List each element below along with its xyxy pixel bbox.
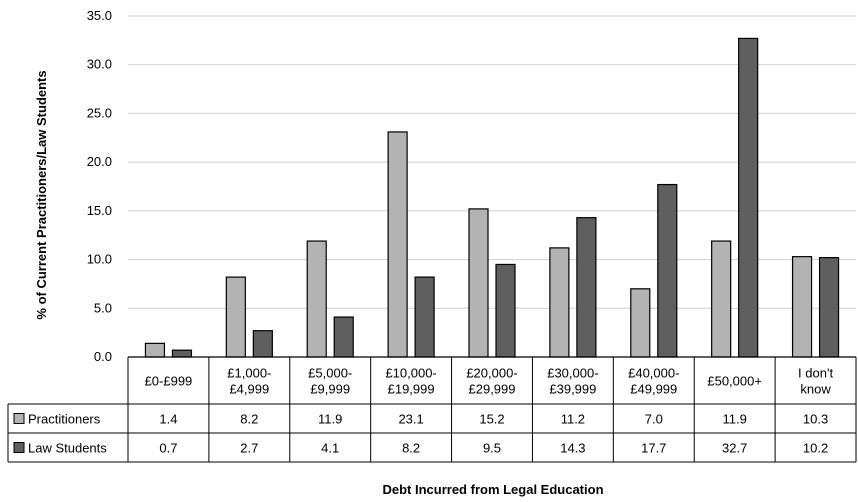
data-table-value: 8.2 — [402, 441, 420, 456]
legend-label: Law Students — [28, 441, 107, 456]
y-tick-label: 35.0 — [87, 8, 112, 23]
legend-keys — [13, 413, 25, 453]
bar-law-students — [171, 349, 193, 358]
y-axis-ticks: 0.0 5.0 10.0 15.0 20.0 25.0 30.0 35.0 — [87, 8, 112, 364]
x-category-label: £30,000- — [547, 366, 598, 381]
data-table-value: 11.9 — [318, 412, 342, 427]
x-category-label: £5,000- — [308, 366, 352, 381]
bar-practitioners — [225, 276, 246, 358]
bar-practitioners — [306, 240, 327, 358]
data-table-value: 1.4 — [159, 412, 177, 427]
data-table-value: 15.2 — [479, 412, 504, 427]
bar-practitioners — [711, 240, 732, 358]
x-category-label: £50,000+ — [707, 374, 762, 389]
bar-practitioners — [630, 288, 651, 358]
data-table-value: 8.2 — [240, 412, 258, 427]
legend-label: Practitioners — [28, 412, 101, 427]
data-table-value: 11.9 — [722, 412, 746, 427]
bars — [144, 37, 840, 358]
bar-law-students — [818, 257, 840, 358]
data-table-value: 9.5 — [483, 441, 501, 456]
bar-practitioners — [549, 247, 570, 358]
x-axis-label: Debt Incurred from Legal Education — [382, 482, 603, 497]
y-axis-label: % of Current Practitioners/Law Students — [34, 70, 49, 319]
data-table-value: 32.7 — [722, 441, 747, 456]
x-category-label: £20,000- — [466, 366, 517, 381]
x-category-label: £29,999 — [469, 382, 516, 397]
legend-key — [13, 442, 25, 453]
bar-practitioners — [468, 208, 489, 358]
x-category-label: £40,000- — [628, 366, 679, 381]
y-tick-label: 5.0 — [94, 300, 112, 315]
data-table-value: 14.3 — [560, 441, 585, 456]
x-category-label: £39,999 — [549, 382, 596, 397]
data-table-value: 10.2 — [803, 441, 828, 456]
bar-practitioners — [791, 256, 813, 358]
data-table-value: 4.1 — [321, 441, 339, 456]
y-tick-label: 30.0 — [87, 57, 112, 72]
gridlines — [128, 15, 856, 358]
x-category-label: £1,000- — [227, 366, 271, 381]
data-table: £0-£999 £1,000-£4,999 £5,000-£9,999 £10,000… — [7, 356, 857, 463]
bar-law-students — [495, 263, 516, 358]
x-category-label: £9,999 — [310, 382, 350, 397]
data-table-value: 23.1 — [398, 412, 423, 427]
bar-law-students — [414, 276, 435, 358]
y-tick-label: 20.0 — [87, 154, 112, 169]
data-table-value: 7.0 — [645, 412, 663, 427]
x-category-label: £0-£999 — [145, 374, 193, 389]
x-category-label: £10,000- — [385, 366, 436, 381]
y-tick-label: 25.0 — [87, 105, 112, 120]
data-table-value: 17.7 — [641, 441, 666, 456]
y-tick-label: 0.0 — [94, 349, 112, 364]
x-category-label: £49,999 — [630, 382, 677, 397]
data-table-value: 0.7 — [159, 441, 177, 456]
x-category-label: £19,999 — [388, 382, 435, 397]
y-tick-label: 15.0 — [87, 203, 112, 218]
bar-law-students — [333, 316, 354, 358]
x-category-label: know — [800, 382, 831, 397]
x-category-label: I don't — [798, 366, 833, 381]
y-tick-label: 10.0 — [87, 252, 112, 267]
data-table-value: 2.7 — [240, 441, 258, 456]
bar-law-students — [738, 37, 759, 358]
bar-law-students — [252, 330, 273, 358]
bar-practitioners — [144, 342, 166, 358]
bar-law-students — [657, 183, 678, 358]
bar-practitioners — [387, 131, 408, 358]
legend-key — [13, 413, 25, 424]
data-table-value: 11.2 — [561, 412, 585, 427]
data-table-value: 10.3 — [803, 412, 828, 427]
bar-law-students — [576, 217, 597, 358]
x-category-label: £4,999 — [229, 382, 269, 397]
